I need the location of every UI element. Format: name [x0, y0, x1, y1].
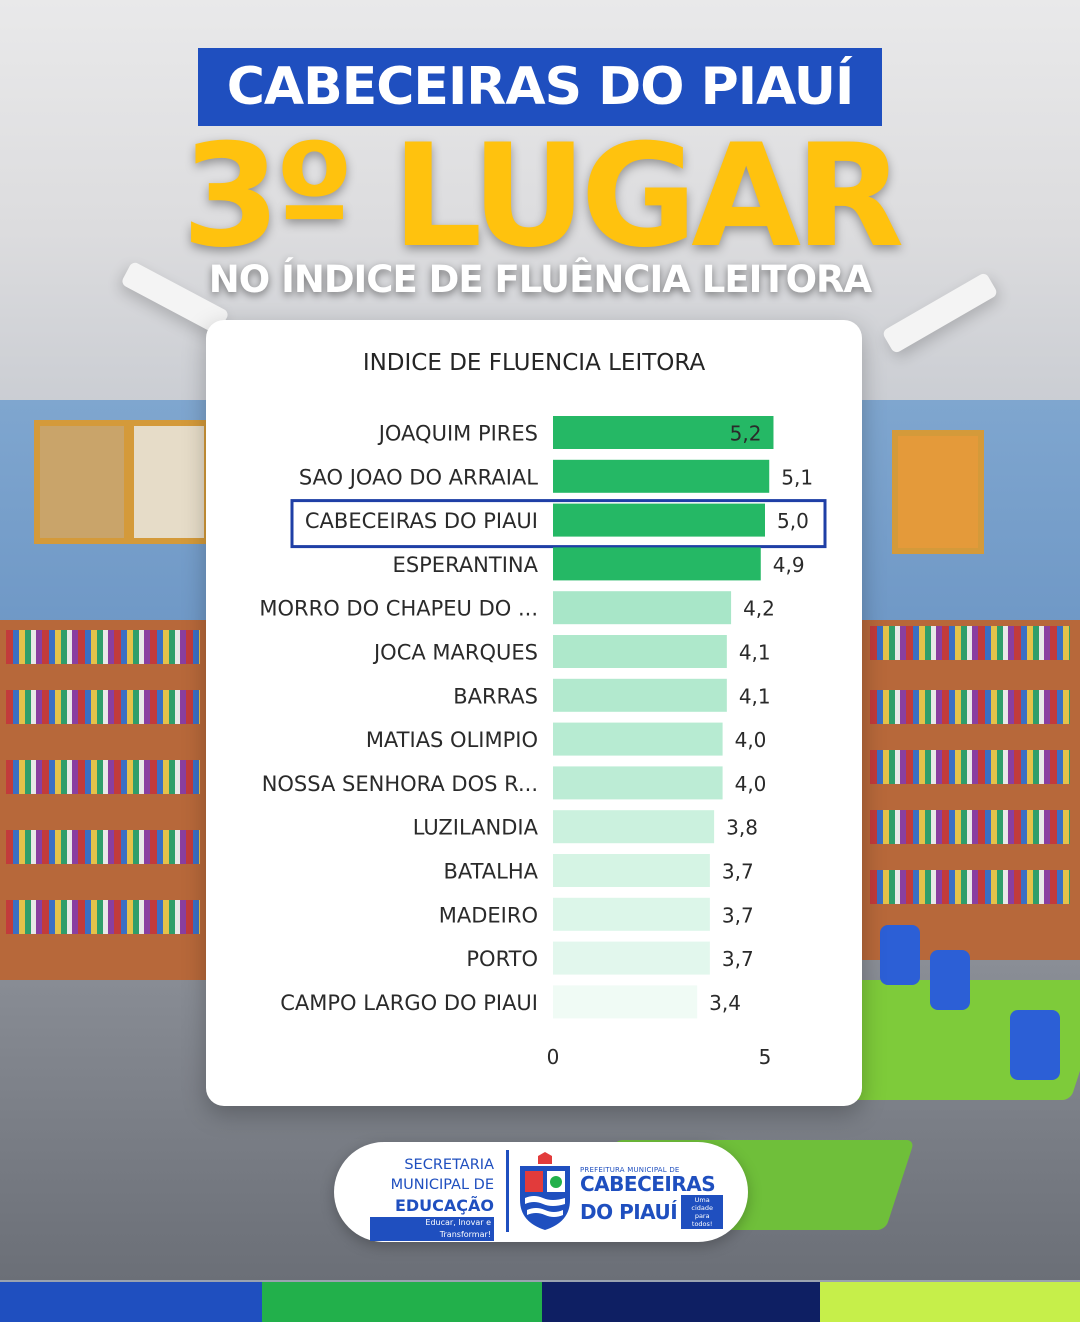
bar-7 — [553, 678, 727, 712]
bar-11 — [553, 854, 710, 887]
secretaria-line3: EDUCAÇÃO — [394, 1196, 494, 1215]
chart-title: INDICE DE FLUENCIA LEITORA — [362, 350, 706, 376]
bar-6 — [553, 635, 727, 668]
secretaria-line1: SECRETARIA — [404, 1157, 494, 1173]
municipal-crest-icon — [520, 1152, 570, 1230]
wall-painting — [128, 420, 210, 544]
category-label-5: MORRO DO CHAPEU DO ... — [259, 597, 538, 621]
highlight-box — [290, 499, 827, 549]
value-label-14: 3,4 — [709, 991, 741, 1015]
category-label-6: JOCA MARQUES — [372, 641, 538, 665]
value-label-3: 5,0 — [777, 509, 809, 533]
books — [870, 750, 1070, 784]
books — [870, 810, 1070, 844]
classroom-chair — [1010, 1010, 1060, 1080]
x-tick-label-1: 0 — [547, 1045, 560, 1069]
city-title: CABECEIRAS DO PIAUÍ — [226, 57, 855, 117]
category-label-14: CAMPO LARGO DO PIAUI — [280, 991, 538, 1015]
classroom-chair — [930, 950, 970, 1010]
category-label-3: CABECEIRAS DO PIAUI — [305, 509, 538, 533]
x-tick-label-2: 5 — [759, 1045, 772, 1069]
books — [6, 760, 200, 794]
footer-logo-badge: SECRETARIA MUNICIPAL DE EDUCAÇÃO Educar,… — [334, 1142, 748, 1242]
category-label-13: PORTO — [466, 947, 538, 971]
secretaria-tagline: Educar, Inovar e Transformar! — [370, 1217, 494, 1241]
books — [6, 830, 200, 864]
bar-13 — [553, 941, 710, 975]
books — [870, 690, 1070, 724]
rank-headline: 3º LUGAR — [181, 114, 905, 279]
value-label-12: 3,7 — [722, 903, 754, 927]
category-label-1: JOAQUIM PIRES — [377, 422, 538, 446]
bar-10 — [553, 810, 715, 844]
index-subtitle: NO ÍNDICE DE FLUÊNCIA LEITORA — [208, 258, 872, 301]
value-label-10: 3,8 — [726, 816, 758, 840]
prefeitura-name-line2: DO PIAUÍ — [580, 1199, 678, 1224]
bar-3 — [553, 503, 765, 537]
value-label-2: 5,1 — [781, 465, 813, 489]
footer-stripe-navy — [542, 1282, 820, 1322]
bar-8 — [553, 722, 723, 756]
chart-card: INDICE DE FLUENCIA LEITORA JOAQUIM PIRES… — [206, 320, 862, 1106]
value-label-13: 3,7 — [722, 947, 754, 971]
wall-painting — [34, 420, 130, 544]
books — [6, 900, 200, 934]
bar-2 — [553, 459, 770, 493]
value-label-6: 4,1 — [739, 641, 771, 665]
category-label-11: BATALHA — [443, 860, 538, 884]
bar-1 — [553, 416, 774, 449]
footer-stripe-lime — [820, 1282, 1080, 1322]
books — [870, 870, 1070, 904]
category-label-2: SAO JOAO DO ARRAIAL — [299, 465, 538, 489]
prefeitura-name-line1: CABECEIRAS — [580, 1172, 716, 1196]
footer-stripe-blue — [0, 1282, 262, 1322]
classroom-chair — [880, 925, 920, 985]
value-label-8: 4,0 — [735, 728, 767, 752]
bar-chart: JOAQUIM PIRES 5,2 SAO JOAO DO ARRAIAL 5,1 CA… — [259, 416, 827, 1069]
prefeitura-logo: PREFEITURA MUNICIPAL DE CABECEIRAS DO PI… — [580, 1166, 724, 1229]
logo-divider — [506, 1150, 509, 1232]
bar-14 — [553, 985, 698, 1019]
footer-stripe-green — [262, 1282, 542, 1322]
category-label-4: ESPERANTINA — [393, 553, 539, 577]
secretaria-line2: MUNICIPAL DE — [390, 1177, 494, 1193]
prefeitura-small-label: PREFEITURA MUNICIPAL DE — [580, 1166, 680, 1174]
secretaria-logo: SECRETARIA MUNICIPAL DE EDUCAÇÃO Educar,… — [370, 1155, 494, 1241]
bar-4 — [553, 547, 761, 581]
bookshelf — [862, 620, 1080, 960]
books — [6, 690, 200, 724]
value-label-7: 4,1 — [739, 684, 771, 708]
value-label-11: 3,7 — [722, 860, 754, 884]
bar-9 — [553, 766, 723, 800]
category-label-10: LUZILANDIA — [413, 816, 539, 840]
category-label-12: MADEIRO — [439, 903, 538, 927]
bar-5 — [553, 591, 732, 625]
city-title-box: CABECEIRAS DO PIAUÍ — [198, 48, 882, 126]
value-label-5: 4,2 — [743, 597, 775, 621]
value-label-1: 5,2 — [730, 422, 762, 446]
wall-painting — [892, 430, 984, 554]
value-label-9: 4,0 — [735, 772, 767, 796]
value-label-4: 4,9 — [773, 553, 805, 577]
prefeitura-slogan: Uma cidade para todos! — [681, 1195, 724, 1229]
category-label-7: BARRAS — [453, 684, 538, 708]
books — [870, 626, 1070, 660]
books — [6, 630, 200, 664]
bar-12 — [553, 897, 710, 931]
category-label-8: MATIAS OLIMPIO — [366, 728, 538, 752]
category-label-9: NOSSA SENHORA DOS R... — [262, 772, 538, 796]
